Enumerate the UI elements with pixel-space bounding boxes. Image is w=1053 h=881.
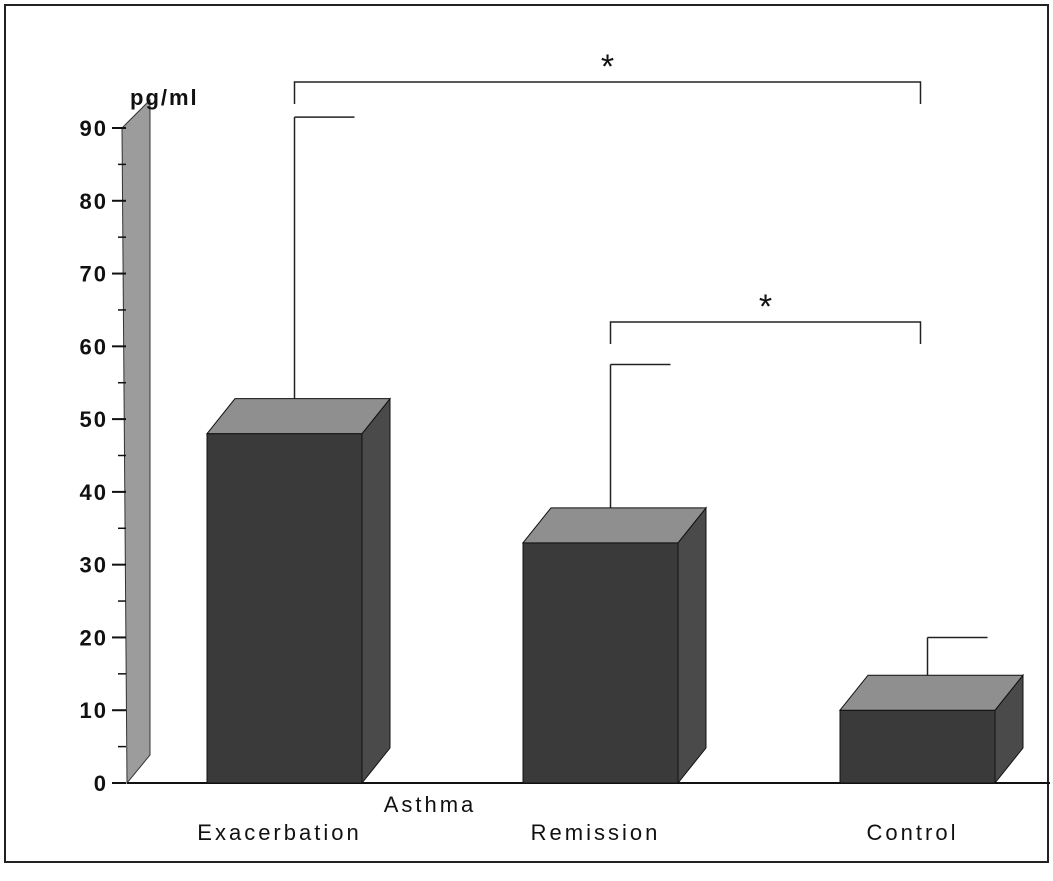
y-tick-label: 40 [80,480,108,505]
significance-star: * [601,48,614,86]
bar-top [521,507,708,544]
x-tick-label: Control [867,820,959,845]
y-tick-label: 10 [80,698,108,723]
significance-bracket [293,81,922,104]
y-tick-label: 20 [80,625,108,650]
bar-side [361,397,391,785]
x-tick-label: Remission [531,820,661,845]
y-axis-label: pg/ml [130,85,199,110]
significance-bracket [609,321,922,344]
group-label: Asthma [384,792,477,817]
y-tick-label: 50 [80,407,108,432]
y-tick-label: 80 [80,189,108,214]
back-wall [121,98,151,785]
y-tick-label: 90 [80,116,108,141]
bar [839,709,996,784]
x-tick-label: Exacerbation [197,820,361,845]
y-tick-label: 70 [80,262,108,287]
bar-side [677,506,707,785]
y-tick-label: 60 [80,334,108,359]
y-tick-label: 0 [94,771,108,796]
significance-star: * [759,288,772,326]
bar [206,433,363,784]
bar-top [205,398,392,435]
y-tick-label: 30 [80,553,108,578]
bar [522,542,679,784]
bar-top [838,674,1025,711]
